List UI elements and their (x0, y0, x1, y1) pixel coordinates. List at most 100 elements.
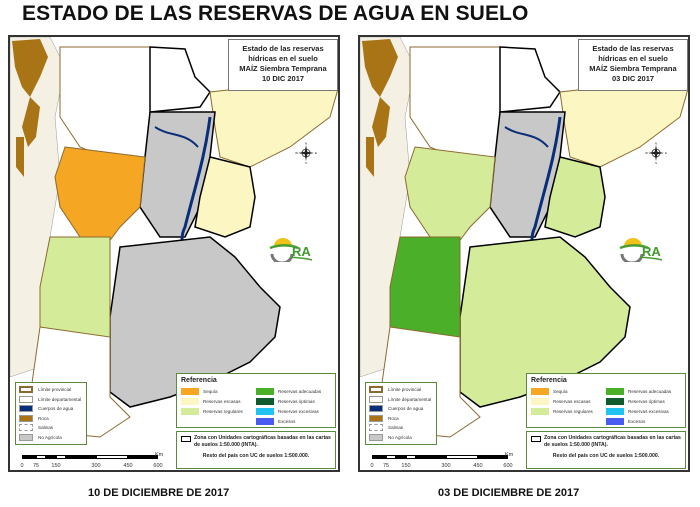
referencia-item: Excesos (256, 416, 331, 426)
legend-basic-item: Cuerpos de agua (369, 404, 433, 414)
referencia-label: Reservas escasas (553, 398, 591, 404)
scale-tick: 75 (382, 463, 390, 469)
referencia-swatch (181, 397, 199, 405)
referencia-swatch (256, 387, 274, 395)
map-title-line1: Estado de las reservas (592, 44, 674, 53)
referencia-right-col: Reservas adecuadas Reservas óptimas Reserv… (256, 386, 331, 426)
scale-tick: 450 (123, 463, 133, 469)
svg-text:RA: RA (642, 244, 661, 259)
legend-swatch (369, 433, 383, 441)
referencia-label: Reservas regulares (203, 408, 243, 414)
svg-text:E: E (315, 151, 317, 155)
map-legend-basic: Límite provincial Límite departamental Cue… (365, 382, 437, 445)
legend-swatch (369, 414, 383, 422)
scale-bar: Km 0 75 150 300 450 600 (368, 452, 514, 470)
referencia-label: Reservas escasas (203, 398, 241, 404)
legend-label: Límite provincial (388, 387, 422, 393)
scale-tick: 150 (51, 463, 61, 469)
referencia-swatch (531, 407, 549, 415)
referencia-label: Reservas excesivas (628, 408, 669, 414)
map-title-box: Estado de las reservas hídricas en el su… (578, 39, 688, 91)
svg-text:N: N (305, 142, 307, 146)
referencia-label: Reservas óptimas (278, 398, 315, 404)
legend-basic-item: Roca (369, 414, 433, 424)
referencia-swatch (531, 397, 549, 405)
referencia-item: Reservas escasas (531, 396, 606, 406)
scale-tick: 0 (20, 463, 24, 469)
legend-swatch (369, 405, 383, 413)
legend-swatch (369, 424, 383, 432)
referencia-item: Reservas excesivas (256, 406, 331, 416)
map-title-box: Estado de las reservas hídricas en el su… (228, 39, 338, 91)
referencia-swatch (256, 407, 274, 415)
legend-basic-item: Límite departamental (369, 395, 433, 405)
map-title-line2: hídricas en el suelo (598, 54, 668, 63)
referencia-item: Reservas adecuadas (256, 386, 331, 396)
ora-logo-icon: RA (619, 238, 663, 262)
zona-swatch (531, 436, 541, 442)
map-caption-right: 03 DE DICIEMBRE DE 2017 (438, 487, 580, 499)
referencia-label: Reservas regulares (553, 408, 593, 414)
scale-tick: 600 (153, 463, 163, 469)
svg-text:RA: RA (292, 244, 311, 259)
referencia-swatch (256, 417, 274, 425)
referencia-label: Excesos (278, 418, 296, 424)
map-title-line1: Estado de las reservas (242, 44, 324, 53)
referencia-swatch (181, 387, 199, 395)
referencia-item: Reservas regulares (181, 406, 256, 416)
legend-swatch (369, 386, 383, 394)
referencia-item: Reservas óptimas (256, 396, 331, 406)
legend-label: Cuerpos de agua (38, 406, 74, 412)
map-title-line3: MAÍZ Siembra Temprana (239, 64, 327, 73)
referencia-legend: Referencia Sequía Reservas escasas Reserva… (176, 373, 336, 428)
referencia-left-col: Sequía Reservas escasas Reservas regulares (181, 381, 256, 426)
legend-label: Salinas (388, 425, 404, 431)
referencia-left-col: Sequía Reservas escasas Reservas regulares (531, 381, 606, 426)
referencia-swatch (606, 397, 624, 405)
referencia-swatch (606, 387, 624, 395)
legend-label: Salinas (38, 425, 54, 431)
legend-basic-item: Roca (19, 414, 83, 424)
legend-swatch (369, 395, 383, 403)
legend-basic-item: Límite provincial (19, 385, 83, 395)
scale-tick: 450 (473, 463, 483, 469)
legend-label: No Agrícola (38, 434, 62, 440)
map-legend-basic: Límite provincial Límite departamental Cue… (15, 382, 87, 445)
referencia-label: Reservas adecuadas (628, 388, 672, 394)
map-title-line4: 10 DIC 2017 (261, 74, 305, 83)
referencia-item: Reservas regulares (531, 406, 606, 416)
legend-swatch (19, 433, 33, 441)
referencia-label: Excesos (628, 418, 646, 424)
zona-note: Zona con Unidades cartográficas basadas … (526, 431, 686, 469)
referencia-heading: Referencia (531, 377, 567, 384)
legend-label: Cuerpos de agua (388, 406, 424, 412)
map-title-line3: MAÍZ Siembra Temprana (589, 64, 677, 73)
scale-tick: 150 (401, 463, 411, 469)
referencia-swatch (256, 397, 274, 405)
zona-text: Zona con Unidades cartográficas basadas … (194, 435, 331, 448)
ora-logo-icon: RA (269, 238, 313, 262)
svg-text:S: S (655, 161, 657, 164)
map-title-line4: 03 DIC 2017 (611, 74, 655, 83)
zona-swatch (181, 436, 191, 442)
legend-label: Límite provincial (38, 387, 72, 393)
referencia-swatch (606, 417, 624, 425)
legend-basic-item: Límite departamental (19, 395, 83, 405)
referencia-item: Reservas óptimas (606, 396, 681, 406)
legend-swatch (19, 386, 33, 394)
referencia-item: Reservas adecuadas (606, 386, 681, 396)
legend-label: Roca (388, 415, 399, 421)
compass-rose-icon: N S E W (295, 142, 317, 164)
map-caption-left: 10 DE DICIEMBRE DE 2017 (88, 487, 230, 499)
scale-unit: Km (155, 452, 164, 458)
scale-unit: Km (505, 452, 514, 458)
legend-basic-item: Cuerpos de agua (19, 404, 83, 414)
zona-note: Zona con Unidades cartográficas basadas … (176, 431, 336, 469)
resto-text: Resto del país con UC de suelos 1:500.00… (202, 453, 310, 459)
legend-swatch (19, 395, 33, 403)
referencia-label: Sequía (553, 388, 568, 394)
page-title: ESTADO DE LAS RESERVAS DE AGUA EN SUELO (22, 2, 529, 25)
referencia-right-col: Reservas adecuadas Reservas óptimas Reserv… (606, 386, 681, 426)
svg-text:E: E (665, 151, 667, 155)
scale-tick: 75 (32, 463, 40, 469)
